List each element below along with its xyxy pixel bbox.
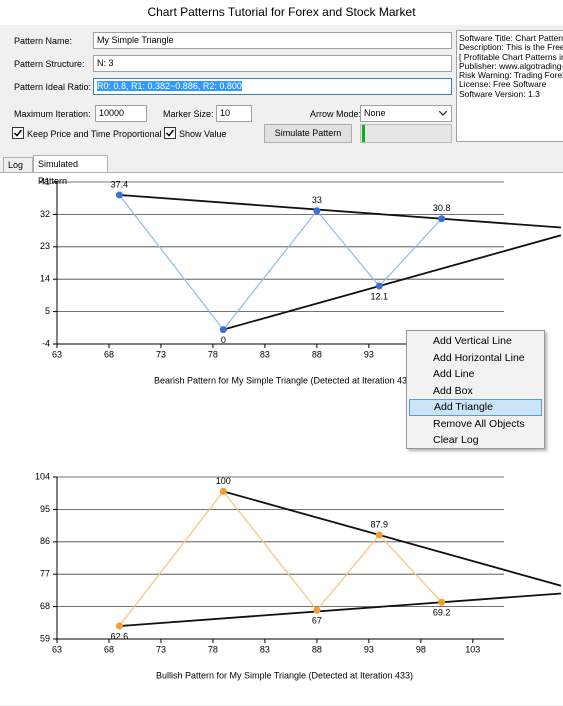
checkbox-label: Show Value	[179, 129, 227, 139]
menu-item[interactable]: Add Line	[433, 368, 475, 380]
x-tick-label: 103	[465, 644, 480, 654]
x-tick-label: 88	[312, 349, 322, 359]
field-label: Marker Size:	[163, 109, 214, 119]
y-tick-label: 68	[40, 601, 50, 611]
data-point	[115, 622, 123, 630]
data-point	[438, 215, 446, 223]
field-label: Pattern Ideal Ratio:	[14, 82, 92, 92]
trend-line	[223, 234, 562, 331]
y-tick-label: 41	[40, 176, 50, 186]
info-panel: Software Title: Chart Patterns Descriptio…	[456, 30, 563, 142]
progress-fill	[362, 125, 365, 142]
value-label: 12.1	[370, 291, 388, 301]
dropdown-arrow	[439, 111, 447, 116]
x-tick-label: 68	[104, 644, 114, 654]
x-tick-label: 73	[156, 644, 166, 654]
y-tick-label: 86	[40, 536, 50, 546]
selected-text: R0: 0.8, R1: 0.382~0.886, R2: 0.800	[97, 81, 242, 91]
chart-caption: Bullish Pattern for My Simple Triangle (…	[156, 670, 413, 680]
value-label: 30.8	[433, 203, 451, 213]
x-tick-label: 68	[104, 349, 114, 359]
field-label: Pattern Structure:	[14, 59, 85, 69]
field-label: Pattern Name:	[14, 36, 73, 46]
x-tick-label: 88	[312, 644, 322, 654]
y-tick-label: 14	[40, 274, 50, 284]
data-point	[219, 487, 227, 495]
checkbox[interactable]	[12, 127, 24, 139]
charts: -4 5 14 23 32 41 63 68 73 78 83 88 93 98 37.4 0 33 12.1 30…	[35, 176, 562, 680]
x-tick-label: 78	[208, 349, 218, 359]
data-point	[313, 207, 321, 215]
menu-item[interactable]: Add Box	[433, 384, 473, 397]
data-point	[313, 606, 321, 614]
data-point	[375, 282, 383, 290]
y-tick-label: 95	[40, 504, 50, 514]
menu-item[interactable]: Clear Log	[433, 434, 479, 446]
x-tick-label: 73	[156, 349, 166, 359]
info-line: Description: This is the Free S	[459, 42, 563, 53]
data-point	[375, 531, 383, 539]
x-tick-label: 93	[364, 349, 374, 359]
select[interactable]: None	[360, 105, 452, 122]
menu-item[interactable]: Add Vertical Line	[433, 335, 512, 347]
y-tick-label: 104	[35, 471, 50, 481]
trend-line	[119, 194, 562, 229]
value-label: 87.9	[370, 519, 388, 529]
trend-line	[119, 592, 562, 627]
x-tick-label: 93	[364, 644, 374, 654]
info-line: Risk Warning: Trading Forex a	[459, 70, 563, 81]
value-label: 0	[221, 335, 226, 345]
context-menu: Add Vertical Line Add Horizontal Line Add …	[406, 330, 545, 449]
x-tick-label: 83	[260, 644, 270, 654]
y-tick-label: 77	[40, 569, 50, 579]
window-title: Chart Patterns Tutorial for Forex and St…	[0, 0, 563, 25]
text-input[interactable]: N: 3	[93, 55, 452, 72]
y-tick-label: 32	[40, 209, 50, 219]
y-tick-label: -4	[42, 338, 50, 348]
info-line: License: Free Software	[459, 79, 547, 90]
value-label: 67	[312, 616, 322, 626]
y-tick-label: 23	[40, 241, 50, 251]
info-line: Software Title: Chart Patterns	[459, 33, 563, 43]
value-label: 62.6	[111, 631, 129, 641]
tab-selected[interactable]: Simulated Pattern	[33, 155, 108, 186]
field-label: Arrow Mode:	[310, 109, 362, 119]
info-line: Software Version: 1.3	[459, 88, 540, 99]
y-tick-label: 59	[40, 633, 50, 643]
info-line: Publisher: www.algotrading-in	[459, 60, 563, 71]
x-tick-label: 78	[208, 644, 218, 654]
text-input[interactable]: R0: 0.8, R1: 0.382~0.886, R2: 0.800	[93, 78, 452, 95]
trend-line	[223, 490, 562, 587]
value-label: 69.2	[433, 608, 451, 618]
y-tick-label: 5	[45, 306, 50, 316]
text-input[interactable]: 10	[216, 105, 252, 122]
tab[interactable]: Log	[3, 157, 33, 172]
data-point	[438, 598, 446, 606]
x-tick-label: 63	[52, 349, 62, 359]
data-point	[115, 191, 123, 199]
data-point	[219, 326, 227, 334]
x-tick-label: 98	[416, 644, 426, 654]
menu-item[interactable]: Remove All Objects	[433, 417, 525, 430]
value-label: 37.4	[111, 179, 129, 189]
progress-bar	[360, 124, 452, 143]
text-input[interactable]: 10000	[95, 105, 147, 122]
x-tick-label: 83	[260, 349, 270, 359]
simulate-button[interactable]: Simulate Pattern	[264, 124, 352, 143]
value-label: 33	[312, 195, 322, 205]
x-tick-label: 63	[52, 644, 62, 654]
select-value: None	[364, 108, 386, 118]
menu-item[interactable]: Add Horizontal Line	[433, 351, 525, 364]
field-label: Maximum Iteration:	[14, 109, 91, 119]
menu-item[interactable]: Add Triangle	[409, 399, 542, 416]
info-line: [ Profitable Chart Patterns in F	[459, 51, 563, 62]
value-label: 100	[216, 476, 231, 486]
chart-caption: Bearish Pattern for My Simple Triangle (…	[154, 375, 415, 385]
text-input[interactable]: My Simple Triangle	[93, 32, 452, 49]
checkbox[interactable]	[164, 127, 176, 139]
checkbox-label: Keep Price and Time Proportional	[27, 129, 162, 139]
